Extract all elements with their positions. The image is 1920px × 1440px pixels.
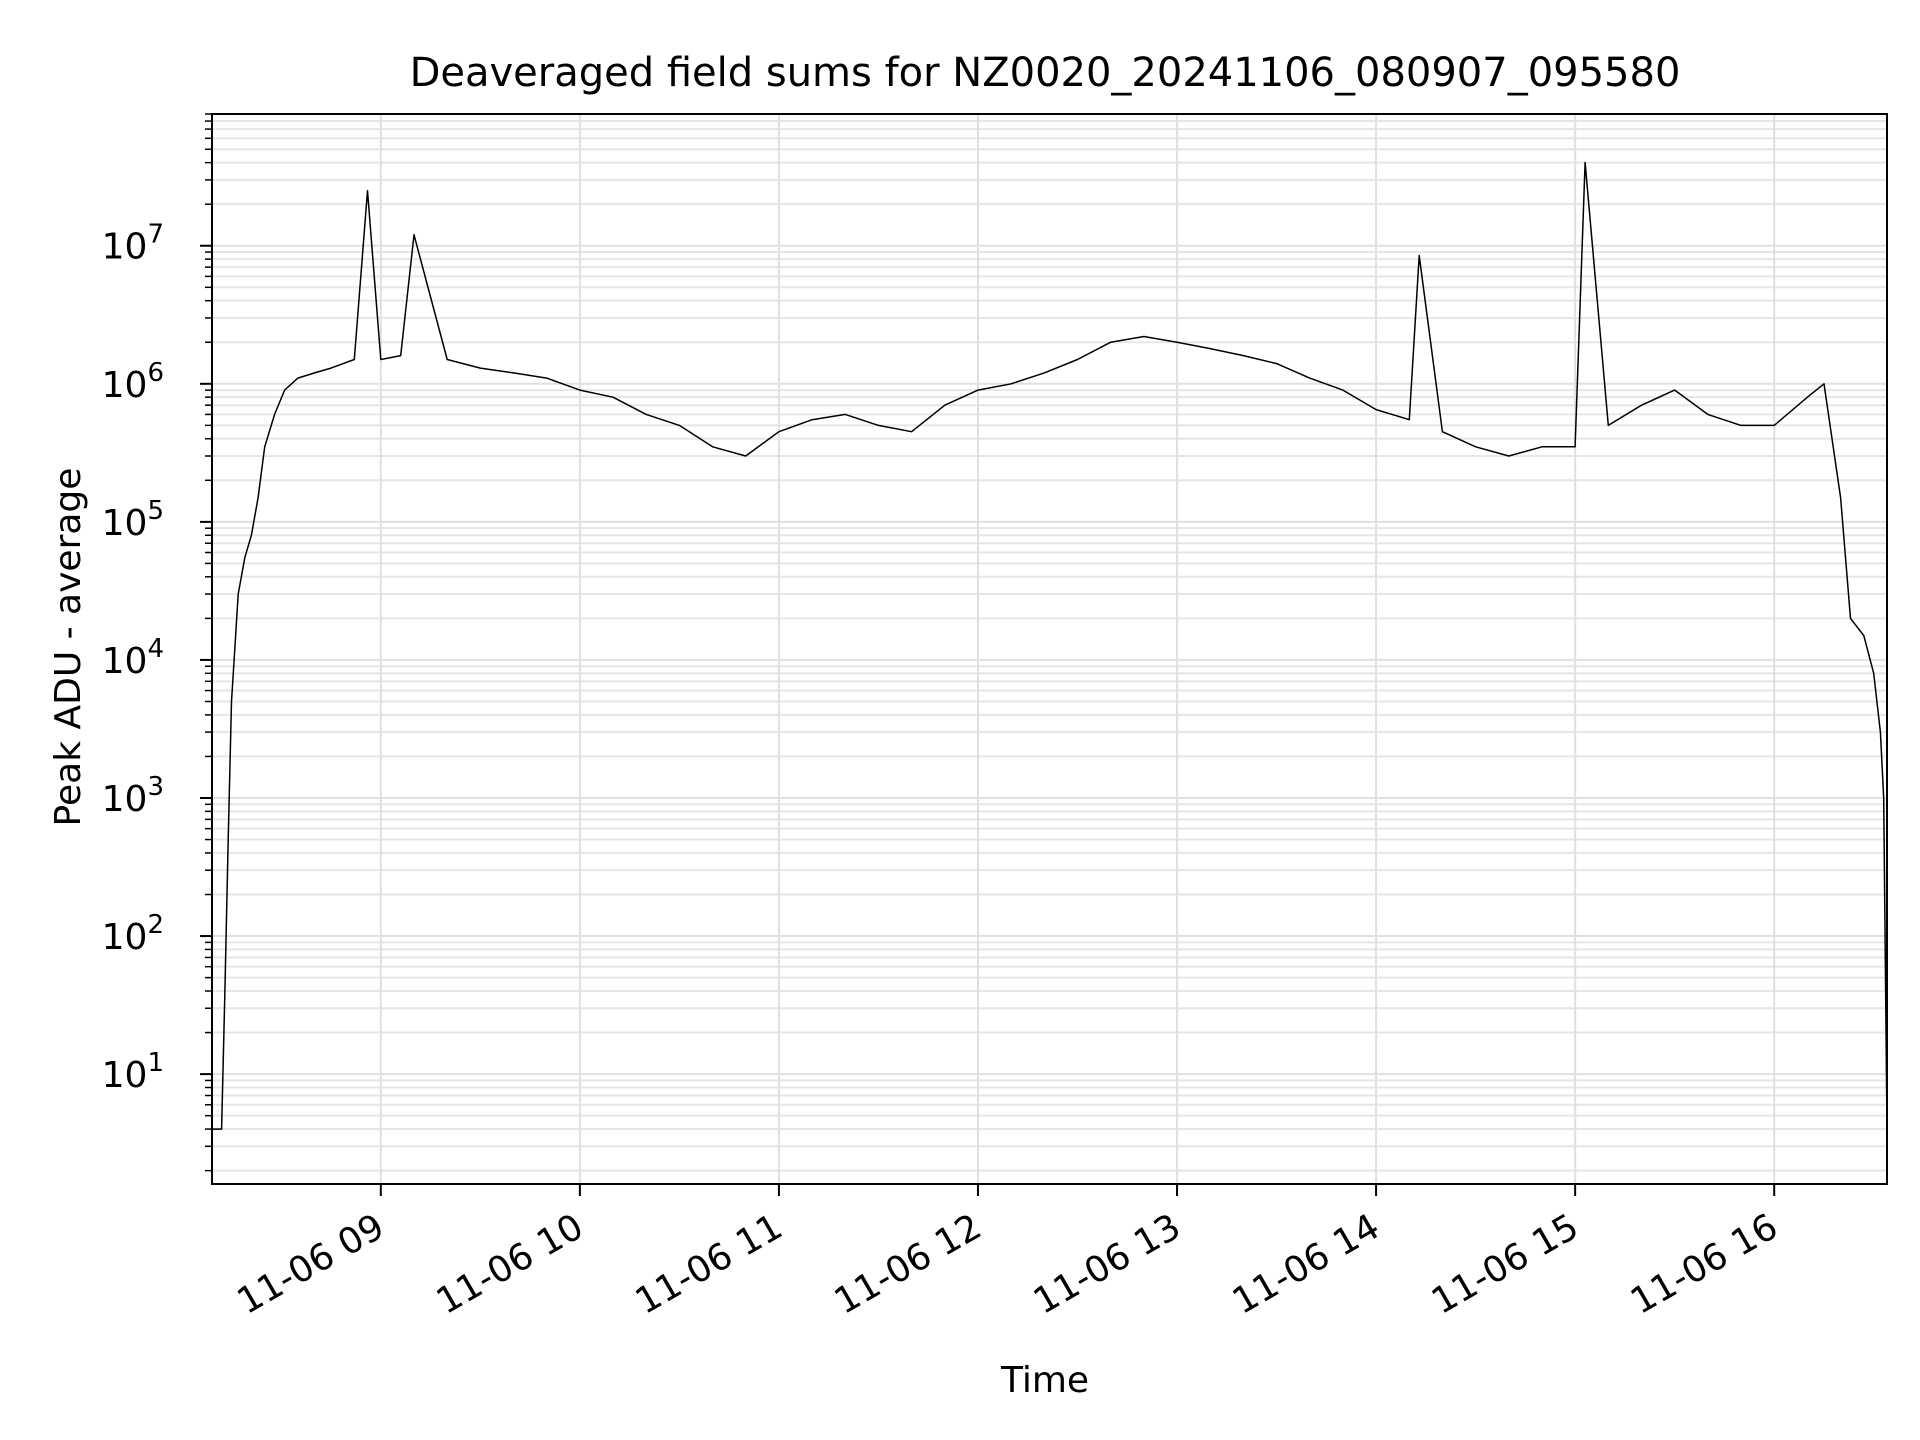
major-gridlines — [212, 114, 1887, 1184]
y-tick-label: 101 — [102, 1048, 164, 1096]
series-layer — [212, 161, 1888, 1130]
y-tick-label: 102 — [102, 910, 164, 958]
y-tick-label: 104 — [102, 634, 164, 682]
y-tick-label: 105 — [102, 496, 164, 544]
series-line — [212, 161, 1888, 1130]
axes-frame — [211, 113, 1888, 1185]
y-axis-ticks: 101 102 103 104 105 106 107 — [102, 113, 212, 1172]
chart-title: Deaveraged field sums for NZ0020_2024110… — [410, 50, 1681, 96]
y-axis-label: Peak ADU - average — [48, 468, 89, 827]
y-tick-label: 107 — [102, 220, 164, 268]
y-tick-label: 103 — [102, 772, 164, 820]
x-axis-label: Time — [1000, 1360, 1089, 1401]
y-tick-label: 106 — [102, 358, 164, 406]
